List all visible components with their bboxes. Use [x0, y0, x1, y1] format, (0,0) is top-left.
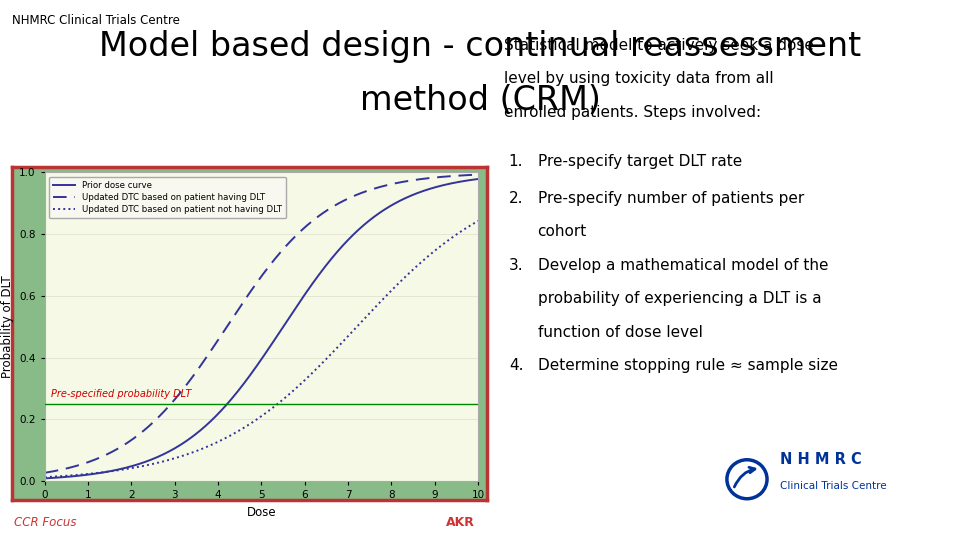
Line: Updated DTC based on patient not having DLT: Updated DTC based on patient not having … [45, 221, 478, 477]
Prior dose curve [39, 475, 51, 482]
Prior dose curve [245, 371, 256, 377]
Prior dose curve [274, 329, 285, 336]
Updated DTC based on patient having DLT [472, 171, 484, 178]
Text: probability of experiencing a DLT is a: probability of experiencing a DLT is a [538, 291, 821, 306]
Text: Pre-specify number of patients per: Pre-specify number of patients per [538, 191, 804, 206]
Updated DTC based on patient having DLT [395, 179, 406, 186]
Updated DTC based on patient not having DLT [462, 224, 473, 231]
Prior dose curve [395, 198, 406, 204]
Text: level by using toxicity data from all: level by using toxicity data from all [504, 71, 774, 86]
Text: Pre-specified probability DLT: Pre-specified probability DLT [51, 389, 192, 400]
Text: 4.: 4. [509, 358, 523, 373]
Updated DTC based on patient not having DLT [297, 379, 308, 386]
Text: Statistical model to actively seek a dose: Statistical model to actively seek a dos… [504, 38, 814, 53]
Updated DTC based on patient having DLT [274, 251, 285, 257]
Text: N H M R C: N H M R C [780, 452, 861, 467]
Updated DTC based on patient not having DLT [39, 474, 51, 481]
Line: Updated DTC based on patient having DLT: Updated DTC based on patient having DLT [45, 174, 478, 473]
Text: 2.: 2. [509, 191, 523, 206]
Text: AKR: AKR [446, 516, 475, 529]
Updated DTC based on patient having DLT [248, 285, 259, 291]
Text: Determine stopping rule ≈ sample size: Determine stopping rule ≈ sample size [538, 358, 837, 373]
Updated DTC based on patient not having DLT [472, 218, 484, 224]
Text: enrolled patients. Steps involved:: enrolled patients. Steps involved: [504, 105, 761, 120]
Text: CCR Focus: CCR Focus [14, 516, 77, 529]
X-axis label: Dose: Dose [247, 506, 276, 519]
Text: Clinical Trials Centre: Clinical Trials Centre [780, 481, 886, 491]
Text: Model based design - continual reassessment: Model based design - continual reassessm… [99, 30, 861, 63]
Y-axis label: Probability of DLT: Probability of DLT [1, 275, 13, 378]
Line: Prior dose curve: Prior dose curve [45, 179, 478, 478]
Prior dose curve [472, 176, 484, 182]
Prior dose curve [462, 177, 473, 184]
Prior dose curve [297, 294, 308, 301]
Updated DTC based on patient having DLT [39, 470, 51, 476]
Updated DTC based on patient having DLT [297, 226, 308, 232]
Updated DTC based on patient not having DLT [248, 418, 259, 425]
Text: Pre-specify target DLT rate: Pre-specify target DLT rate [538, 154, 742, 170]
Updated DTC based on patient not having DLT [274, 399, 285, 406]
Legend: Prior dose curve, Updated DTC based on patient having DLT, Updated DTC based on : Prior dose curve, Updated DTC based on p… [49, 177, 286, 218]
Text: cohort: cohort [538, 224, 587, 239]
Text: function of dose level: function of dose level [538, 325, 703, 340]
Updated DTC based on patient not having DLT [395, 279, 406, 285]
Text: method (CRM): method (CRM) [360, 84, 600, 117]
Updated DTC based on patient not having DLT [245, 420, 256, 427]
Updated DTC based on patient having DLT [462, 172, 473, 178]
Text: 3.: 3. [509, 258, 523, 273]
Updated DTC based on patient having DLT [245, 288, 256, 295]
Text: 1.: 1. [509, 154, 523, 170]
Text: NHMRC Clinical Trials Centre: NHMRC Clinical Trials Centre [12, 14, 180, 26]
Prior dose curve [248, 368, 259, 374]
Text: Develop a mathematical model of the: Develop a mathematical model of the [538, 258, 828, 273]
